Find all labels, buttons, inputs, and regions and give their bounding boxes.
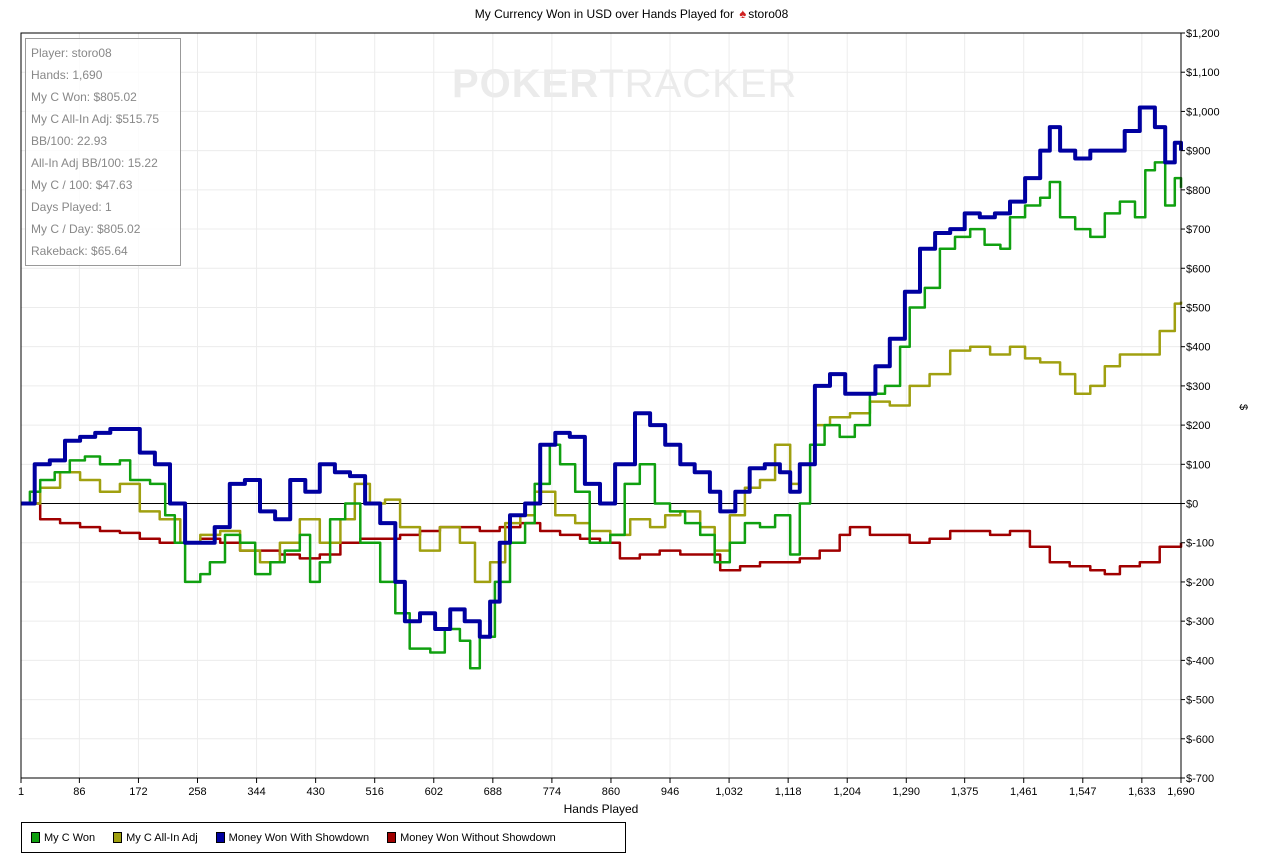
x-tick-label: 86 [73,786,85,798]
y-tick-label: $800 [1186,185,1210,197]
x-tick-label: 688 [484,786,502,798]
stat-per-100: My C / 100: $47.63 [31,178,133,192]
y-axis-label: $ [1237,404,1249,410]
y-tick-label: $-600 [1186,734,1214,746]
series-line-my-c-won [21,161,1183,670]
y-tick-label: $1,000 [1186,106,1220,118]
x-tick-label: 1,290 [893,786,921,798]
legend-item-without-showdown[interactable]: Money Won Without Showdown [387,832,556,844]
x-axis-label: Hands Played [564,802,639,816]
legend-item-my-c-won[interactable]: My C Won [31,832,95,844]
y-tick-label: $-100 [1186,538,1214,550]
x-tick-label: 946 [661,786,679,798]
series-line-money-won-with-showdown [21,105,1183,639]
chart-title-text: My Currency Won in USD over Hands Played… [474,7,734,21]
x-tick-label: 1,118 [775,786,802,798]
x-tick-label: 602 [425,786,443,798]
x-tick-label: 1,032 [715,786,743,798]
legend-swatch [31,832,40,843]
stat-days: Days Played: 1 [31,200,112,214]
y-tick-label: $-200 [1186,577,1214,589]
x-tick-label: 516 [366,786,384,798]
y-tick-label: $900 [1186,146,1210,158]
stat-bb100: BB/100: 22.93 [31,134,108,148]
y-tick-label: $1,200 [1186,28,1220,40]
y-tick-label: $-700 [1186,773,1214,785]
y-axis-ticks: $1,200 $1,100 $1,000 $900 $800 $700 $600 $500 $4… [1181,28,1220,785]
x-tick-label: 1,633 [1128,786,1156,798]
legend: My C Won My C All-In Adj Money Won With … [21,822,626,853]
x-tick-label: 258 [188,786,206,798]
stat-allin-adj: My C All-In Adj: $515.75 [31,112,160,126]
x-tick-label: 1,375 [951,786,979,798]
stat-rakeback: Rakeback: $65.64 [31,244,128,258]
stat-per-day: My C / Day: $805.02 [31,222,141,236]
y-tick-label: $0 [1186,499,1198,511]
y-tick-label: $400 [1186,342,1210,354]
y-tick-label: $-500 [1186,695,1214,707]
stat-allin-bb100: All-In Adj BB/100: 15.22 [31,156,158,170]
pokertracker-watermark: POKERTRACKER [452,62,798,106]
legend-swatch [387,832,397,843]
x-tick-label: 1,547 [1069,786,1097,798]
x-tick-label: 860 [602,786,620,798]
x-tick-label: 774 [543,786,561,798]
grid [20,32,1182,779]
y-tick-label: $300 [1186,381,1210,393]
stat-player: Player: storo08 [31,46,112,60]
y-tick-label: $-300 [1186,616,1214,628]
legend-swatch [215,832,225,843]
x-tick-label: 430 [306,786,324,798]
legend-swatch [113,832,123,843]
x-axis-ticks: 1 86 172 258 344 430 516 602 688 774 860 946 1,032 1,… [18,778,1195,798]
y-tick-label: $700 [1186,224,1210,236]
spade-icon: ♠ [739,6,747,21]
y-tick-label: $100 [1186,459,1210,471]
stat-hands: Hands: 1,690 [31,68,103,82]
plot-border [20,32,1182,779]
y-tick-label: $200 [1186,420,1210,432]
x-tick-label: 1,461 [1010,786,1038,798]
x-tick-label: 1,204 [833,786,861,798]
x-tick-label: 1 [18,786,24,798]
stat-won: My C Won: $805.02 [31,90,137,104]
stats-box: Player: storo08 Hands: 1,690 My C Won: $… [25,38,181,266]
series-lines [21,105,1183,670]
y-tick-label: $1,100 [1186,67,1220,79]
chart-title: My Currency Won in USD over Hands Played… [0,6,1263,21]
y-tick-label: $500 [1186,302,1210,314]
legend-item-with-showdown[interactable]: Money Won With Showdown [215,832,369,844]
legend-item-all-in-adj[interactable]: My C All-In Adj [113,832,198,844]
x-tick-label: 344 [247,786,265,798]
y-tick-label: $600 [1186,263,1210,275]
chart-title-player: storo08 [748,7,789,21]
x-tick-label: 1,690 [1167,786,1195,798]
x-tick-label: 172 [129,786,147,798]
series-line-my-c-all-in-adj [21,301,1183,584]
y-tick-label: $-400 [1186,655,1214,667]
series-line-money-won-without-showdown [21,502,1183,576]
